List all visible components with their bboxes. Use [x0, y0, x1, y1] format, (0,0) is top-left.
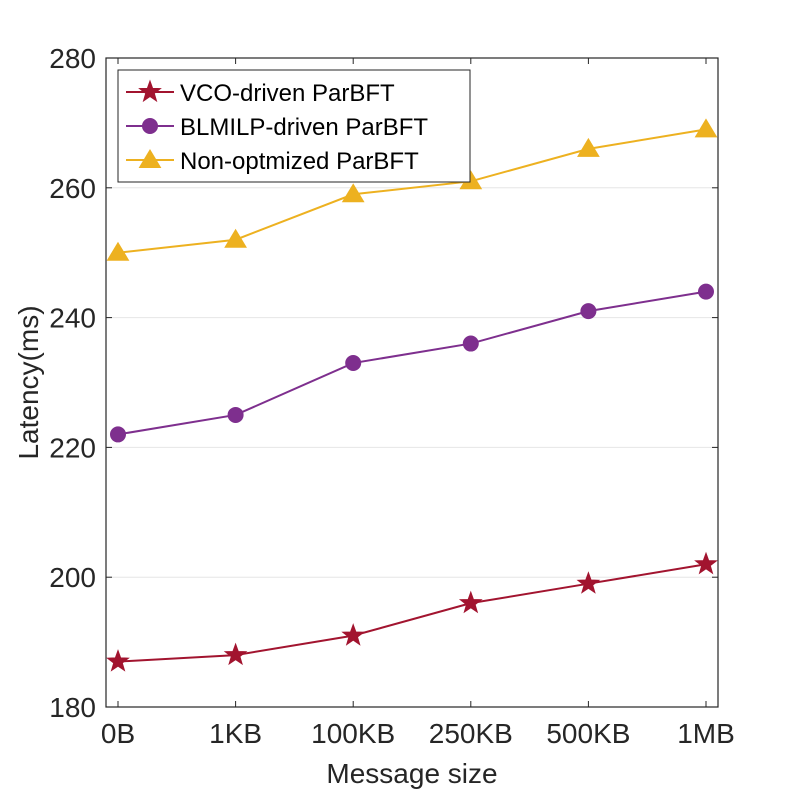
legend-marker-circle [142, 118, 158, 134]
x-tick-label: 1KB [209, 718, 262, 749]
y-axis-title: Latency(ms) [13, 305, 44, 459]
series-layer [106, 118, 718, 672]
legend-label: VCO-driven ParBFT [180, 80, 395, 107]
data-point-star [341, 623, 366, 646]
series-line-1 [117, 563, 707, 663]
y-tick-label: 220 [49, 432, 96, 463]
axes-frame [105, 57, 719, 708]
data-point-circle [345, 355, 362, 372]
legend-box [117, 69, 471, 183]
data-point-star [458, 590, 483, 614]
series-line-2 [117, 290, 707, 436]
y-tick-label: 260 [49, 173, 96, 204]
data-point-circle [110, 426, 126, 443]
axes-layer: 180 200 220 240 260 280 0B 1KB 100KB 250KB 500KB 1M… [49, 43, 735, 749]
data-point-star [106, 649, 130, 672]
data-point-star [223, 642, 248, 666]
x-tick-label: 250KB [429, 718, 513, 749]
x-tick-label: 0B [101, 718, 135, 749]
y-tick-label: 280 [49, 43, 96, 74]
y-tick-label: 180 [49, 692, 96, 723]
x-tick-label: 100KB [311, 718, 395, 749]
data-point-circle [580, 303, 597, 320]
data-point-star [694, 551, 718, 575]
legend-label: Non-optmized ParBFT [180, 148, 419, 175]
data-point-triangle [341, 183, 365, 203]
legend-marker-star [138, 79, 162, 103]
x-tick-label: 1MB [677, 718, 735, 749]
series-line-3 [117, 128, 707, 254]
data-point-triangle [577, 137, 600, 157]
data-point-circle [698, 283, 714, 300]
legend-label: BLMILP-driven ParBFT [180, 114, 428, 141]
legend-marker-triangle [138, 149, 162, 168]
x-tick-label: 500KB [546, 718, 630, 749]
legend: VCO-driven ParBFT BLMILP-driven ParBFT Non… [117, 69, 471, 183]
data-point-circle [462, 335, 479, 352]
data-point-star [576, 571, 601, 594]
y-tick-label: 240 [49, 303, 96, 334]
data-point-circle [227, 406, 244, 423]
data-point-triangle [106, 241, 130, 261]
y-tick-label: 200 [49, 562, 96, 593]
data-point-triangle [224, 228, 247, 248]
x-axis-title: Message size [326, 758, 497, 789]
data-point-triangle [694, 118, 718, 138]
